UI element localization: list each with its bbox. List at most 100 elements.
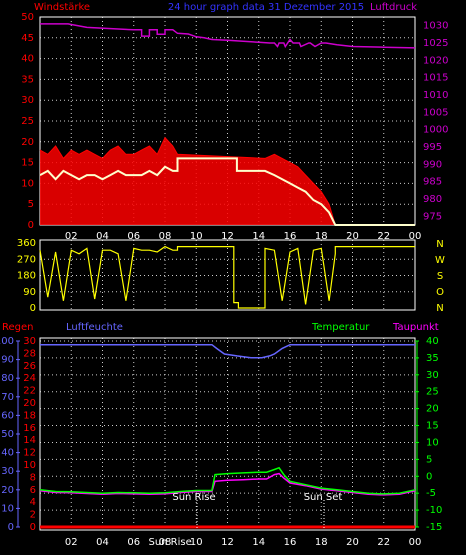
- top-grid: [40, 17, 415, 225]
- bottom-x-tick-label: 00: [409, 537, 422, 548]
- bottom-x-tick-label: 20: [346, 537, 359, 548]
- top-x-tick-label: 14: [252, 231, 265, 242]
- wind-gust-line: [39, 136, 336, 226]
- rain-tick-label: 10: [23, 460, 36, 471]
- direction-tick-label: 0: [30, 303, 36, 314]
- direction-tick-label: 270: [17, 254, 36, 265]
- compass-n-bottom: N: [436, 303, 443, 314]
- rain-tick-label: 28: [23, 348, 36, 359]
- pressure-tick-label: 1010: [423, 90, 448, 101]
- rain-tick-label: 16: [23, 423, 36, 434]
- rain-tick-label: 20: [23, 398, 36, 409]
- top-x-tick-label: 12: [221, 231, 234, 242]
- wind-tick-label: 10: [21, 178, 34, 189]
- temperature-tick-label: -15: [426, 522, 442, 533]
- temperature-tick-label: 30: [426, 370, 439, 381]
- top-series: [39, 23, 416, 226]
- pressure-tick-label: 1020: [423, 55, 448, 66]
- sunrise-tick-label: Sun Rise: [148, 537, 191, 548]
- humidity-tick-label: 40: [1, 448, 14, 459]
- humidity-tick-label: 10: [1, 503, 14, 514]
- temperature-tick-label: 0: [426, 471, 432, 482]
- wind-speed-axis-label: Windstärke: [34, 2, 90, 13]
- temperature-tick-label: 25: [426, 387, 439, 398]
- pressure-line: [40, 23, 416, 49]
- rain-tick-label: 0: [30, 522, 36, 533]
- tick-labels: 0510152025303540455097598098599099510001…: [0, 12, 448, 548]
- sunset-label: Sun Set: [304, 492, 343, 503]
- rain-axis-label: Regen: [2, 322, 34, 333]
- pressure-tick-label: 1005: [423, 107, 448, 118]
- bottom-x-tick-label: 08: [159, 537, 172, 548]
- top-x-tick-label: 08: [159, 231, 172, 242]
- direction-series: [39, 245, 415, 309]
- rain-tick-label: 24: [23, 373, 36, 384]
- direction-grid: [40, 240, 415, 310]
- humidity-line: [40, 343, 415, 359]
- humidity-tick-label: 80: [1, 373, 14, 384]
- top-x-tick-label: 04: [96, 231, 109, 242]
- pressure-tick-label: 980: [423, 194, 442, 205]
- bottom-x-tick-label: 18: [315, 537, 328, 548]
- top-x-tick-label: 06: [127, 231, 140, 242]
- direction-tick-label: 180: [17, 271, 36, 282]
- bottom-x-tick-label: 22: [377, 537, 390, 548]
- temperature-tick-label: 20: [426, 404, 439, 415]
- top-x-tick-label: 16: [284, 231, 297, 242]
- rain-tick-label: 8: [30, 472, 36, 483]
- dewpoint-line: [39, 472, 416, 496]
- top-x-tick-label: 00: [409, 231, 422, 242]
- wind-tick-label: 50: [21, 12, 34, 23]
- bottom-x-tick-label: 14: [252, 537, 265, 548]
- wind-tick-label: 35: [21, 74, 34, 85]
- chart-title: 24 hour graph data 31 Dezember 2015: [168, 2, 364, 13]
- rain-tick-label: 22: [23, 386, 36, 397]
- pressure-tick-label: 985: [423, 177, 442, 188]
- rain-tick-label: 12: [23, 448, 36, 459]
- wind-tick-label: 40: [21, 54, 34, 65]
- bottom-x-tick-label: 04: [96, 537, 109, 548]
- temperature-tick-label: 15: [426, 421, 439, 432]
- bottom-x-tick-label: 10: [190, 537, 203, 548]
- compass-o: O: [436, 287, 444, 298]
- wind-tick-label: 15: [21, 158, 34, 169]
- wind-tick-label: 20: [21, 137, 34, 148]
- humidity-tick-label: 50: [1, 429, 14, 440]
- pressure-tick-label: 1030: [423, 21, 448, 32]
- rain-tick-label: 26: [23, 361, 36, 372]
- humidity-tick-label: 90: [1, 355, 14, 366]
- humidity-tick-label: 60: [1, 410, 14, 421]
- wind-tick-label: 45: [21, 33, 34, 44]
- temperature-tick-label: -10: [426, 505, 442, 516]
- temperature-tick-label: 10: [426, 437, 439, 448]
- pressure-axis-label: Luftdruck: [370, 2, 417, 13]
- direction-tick-label: 90: [23, 287, 36, 298]
- sunrise-label: Sun Rise: [172, 492, 215, 503]
- rain-tick-label: 6: [30, 485, 36, 496]
- wind-tick-label: 0: [28, 220, 34, 231]
- rain-tick-label: 14: [23, 435, 36, 446]
- top-x-tick-label: 02: [65, 231, 78, 242]
- compass-w: W: [435, 255, 445, 266]
- rain-tick-label: 30: [23, 336, 36, 347]
- bottom-x-tick-label: 16: [284, 537, 297, 548]
- bottom-x-tick-label: 12: [221, 537, 234, 548]
- temperature-tick-label: 35: [426, 353, 439, 364]
- humidity-tick-label: 70: [1, 392, 14, 403]
- humidity-tick-label: 100: [0, 336, 14, 347]
- pressure-tick-label: 1015: [423, 73, 448, 84]
- dewpoint-axis-label: Taupunkt: [392, 322, 439, 333]
- temperature-tick-label: 40: [426, 336, 439, 347]
- wind-tick-label: 5: [28, 199, 34, 210]
- compass-n-top: N: [436, 239, 443, 250]
- top-x-tick-label: 20: [346, 231, 359, 242]
- humidity-tick-label: 30: [1, 466, 14, 477]
- temperature-axis-label: Temperatur: [311, 322, 370, 333]
- humidity-tick-label: 20: [1, 485, 14, 496]
- direction-tick-label: 360: [17, 238, 36, 249]
- wind-tick-label: 25: [21, 116, 34, 127]
- wind-direction-line: [39, 245, 415, 309]
- temperature-line: [39, 466, 416, 495]
